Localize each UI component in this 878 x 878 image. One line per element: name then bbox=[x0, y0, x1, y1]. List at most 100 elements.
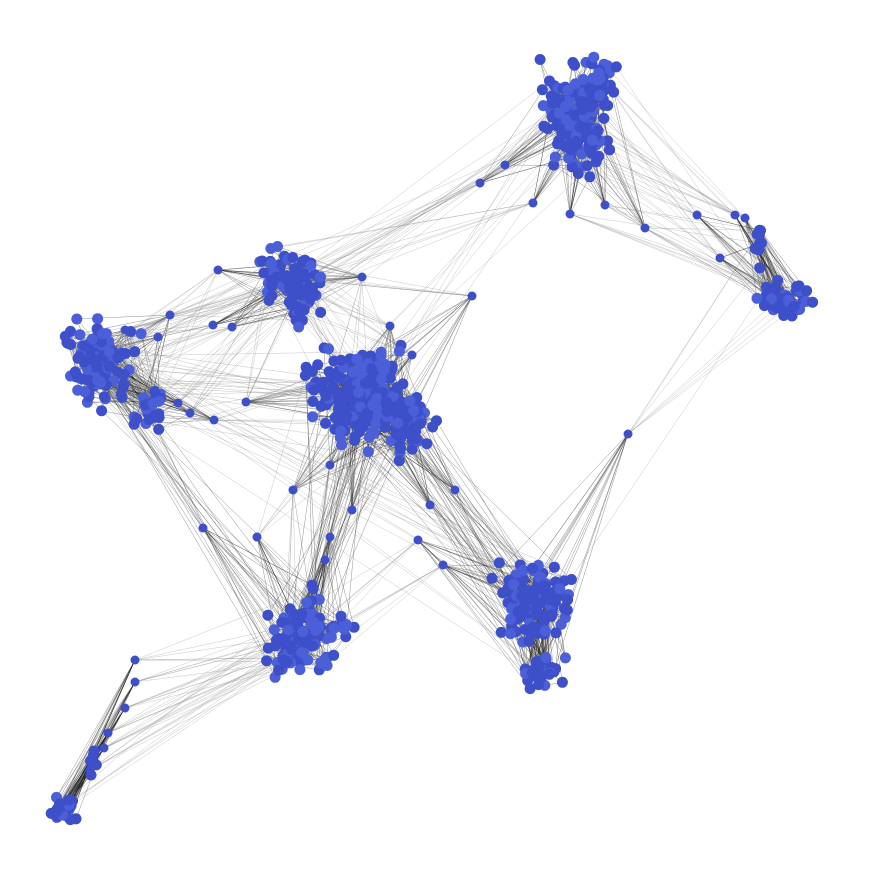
node-right bbox=[760, 281, 772, 293]
bridge-node bbox=[227, 322, 237, 332]
long-edge bbox=[569, 213, 800, 292]
node-upper-middle bbox=[291, 271, 303, 283]
bridge-node bbox=[120, 703, 130, 713]
bridge-node bbox=[467, 291, 477, 301]
long-edge bbox=[256, 417, 408, 538]
long-edge bbox=[306, 164, 506, 284]
node-lower-right bbox=[546, 608, 558, 620]
node-center bbox=[307, 396, 319, 407]
edge bbox=[402, 354, 413, 403]
node-top-right bbox=[563, 152, 575, 164]
edge bbox=[58, 659, 136, 814]
long-edge bbox=[336, 164, 554, 376]
node-lower-middle bbox=[335, 610, 347, 622]
edge bbox=[399, 351, 456, 491]
node-center bbox=[335, 425, 347, 437]
long-edge bbox=[315, 102, 581, 296]
node-left bbox=[83, 374, 95, 386]
node-lower-right bbox=[556, 676, 568, 688]
node-center bbox=[336, 439, 348, 451]
edge bbox=[147, 413, 279, 671]
node-center bbox=[404, 395, 416, 407]
long-edge bbox=[107, 613, 303, 734]
long-edge bbox=[627, 290, 797, 435]
bridge-node bbox=[153, 332, 163, 342]
edge bbox=[351, 415, 354, 511]
node-lower-right bbox=[549, 596, 561, 608]
long-edge bbox=[157, 263, 272, 338]
edge bbox=[696, 214, 787, 298]
node-lower-right bbox=[539, 615, 551, 627]
node-center bbox=[393, 345, 405, 357]
long-edge bbox=[68, 621, 314, 806]
edge bbox=[202, 527, 313, 586]
edge bbox=[744, 217, 765, 306]
long-edge bbox=[292, 80, 550, 277]
long-edge bbox=[604, 204, 775, 289]
node-left bbox=[96, 405, 108, 417]
bridge-node bbox=[600, 200, 610, 210]
bridge-node bbox=[407, 350, 417, 360]
long-edge bbox=[300, 164, 506, 311]
long-edge bbox=[329, 420, 396, 538]
node-upper-middle bbox=[314, 271, 326, 283]
bridge-node bbox=[185, 408, 195, 418]
long-edge bbox=[104, 396, 204, 529]
node-lower-middle bbox=[307, 640, 318, 652]
node-center bbox=[365, 363, 377, 375]
long-edge bbox=[570, 156, 787, 298]
node-center bbox=[332, 388, 344, 400]
long-edge bbox=[310, 134, 568, 264]
edge bbox=[202, 527, 285, 658]
node-top-right bbox=[572, 168, 584, 180]
node-top-right bbox=[544, 75, 555, 87]
long-edge bbox=[110, 278, 306, 352]
long-edge bbox=[598, 156, 746, 219]
edge bbox=[417, 539, 531, 689]
node-center bbox=[375, 373, 387, 385]
node-top-right bbox=[577, 73, 589, 85]
node-left bbox=[92, 374, 104, 386]
long-edge bbox=[124, 286, 272, 331]
long-edge bbox=[310, 293, 391, 327]
edge bbox=[101, 410, 310, 609]
node-lower-right bbox=[486, 572, 498, 584]
node-center bbox=[392, 405, 404, 416]
node-lower-middle bbox=[262, 642, 274, 654]
node-top-right bbox=[574, 121, 586, 133]
node-right bbox=[765, 293, 777, 305]
long-edge bbox=[125, 353, 565, 581]
edge bbox=[412, 295, 473, 410]
bridge-node bbox=[692, 210, 702, 220]
edge bbox=[325, 423, 539, 613]
node-center bbox=[307, 411, 319, 423]
edge bbox=[417, 539, 539, 685]
long-edge bbox=[118, 372, 539, 584]
edge bbox=[100, 362, 269, 649]
node-right bbox=[755, 225, 766, 236]
node-right bbox=[774, 302, 786, 314]
edge bbox=[389, 325, 393, 367]
long-edge bbox=[603, 64, 746, 219]
long-edge bbox=[256, 375, 306, 538]
long-edge bbox=[347, 161, 597, 391]
edge bbox=[609, 72, 646, 229]
edge bbox=[744, 217, 789, 299]
edge bbox=[442, 564, 517, 617]
long-edge bbox=[129, 326, 233, 370]
node-right bbox=[751, 243, 763, 255]
long-edge bbox=[587, 165, 698, 216]
node-center bbox=[354, 419, 366, 430]
node-top-right bbox=[571, 136, 583, 147]
long-edge bbox=[603, 77, 698, 216]
node-center bbox=[410, 425, 422, 437]
long-edge bbox=[571, 166, 785, 305]
long-edge bbox=[160, 269, 219, 399]
long-edge bbox=[595, 135, 746, 219]
edge bbox=[310, 431, 373, 625]
bridge-node bbox=[640, 223, 650, 233]
node-upper-middle bbox=[304, 293, 316, 305]
node-lower-middle bbox=[284, 603, 296, 615]
node-center bbox=[362, 446, 374, 458]
